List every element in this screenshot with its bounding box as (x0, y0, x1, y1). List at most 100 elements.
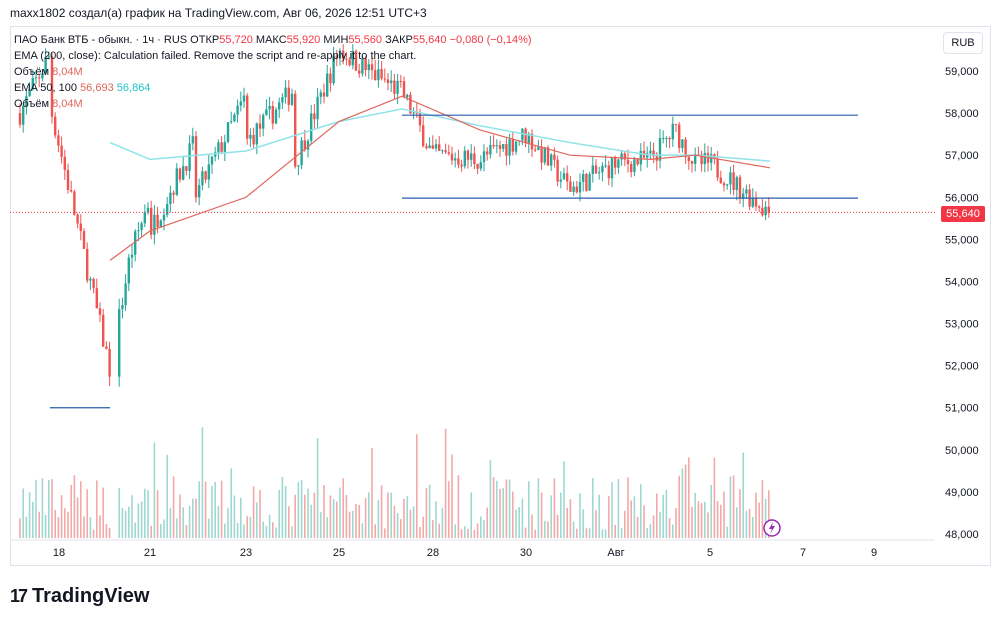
volume-bar (156, 490, 159, 538)
volume-bar (281, 476, 284, 538)
volume-bar (70, 484, 72, 538)
volume-row-2[interactable]: Объём 8,04M (14, 96, 532, 112)
volume-bar (716, 501, 719, 538)
candle-body (249, 134, 252, 139)
candle-body (697, 154, 700, 156)
volume-bar (457, 475, 460, 538)
volume-bar (102, 487, 104, 538)
volume-bar (355, 503, 357, 538)
volume-bar (608, 496, 610, 538)
candle-body (380, 69, 383, 79)
volume-bar (259, 490, 261, 538)
candle-body (450, 153, 454, 161)
volume-bar (182, 507, 184, 538)
price-chart[interactable]: 48,000 49,000 50,000 51,000 52,000 53,000 54,0… (10, 26, 991, 566)
volume-bar (483, 520, 485, 538)
candle-body (137, 230, 140, 232)
volume-bar (476, 523, 479, 538)
candle-body (204, 171, 207, 180)
volume-bar (185, 524, 188, 538)
candle-body (348, 59, 351, 66)
candle-body (66, 169, 70, 190)
volume-bar (752, 517, 754, 538)
volume-bar (284, 485, 287, 538)
ema100-line (109, 108, 771, 162)
candle-body (150, 207, 153, 235)
candle-body (604, 165, 607, 167)
volume-bar (86, 489, 88, 538)
candle-body (370, 64, 374, 71)
candle-body (489, 144, 492, 155)
candle-body (377, 69, 380, 81)
x-tick-label: 23 (240, 547, 252, 559)
volume-bar (438, 523, 440, 538)
candle-body (511, 139, 514, 152)
volume-label-1: Объём (14, 66, 50, 78)
tradingview-mark-icon: 17 (10, 586, 28, 606)
volume-bar (163, 519, 165, 538)
volume-bar (726, 526, 728, 538)
volume-bar (652, 515, 655, 538)
volume-bar (710, 485, 712, 538)
y-tick-label: 51,000 (945, 403, 979, 415)
volume-bar (614, 524, 616, 538)
volume-bar (352, 510, 354, 538)
currency-button[interactable]: RUB (943, 32, 983, 54)
candle-body (284, 87, 287, 98)
ema-row[interactable]: EMA 50, 100 56,693 56,864 (14, 80, 532, 96)
candle-body (495, 145, 498, 147)
volume-bar (745, 510, 748, 538)
ema50-line (109, 95, 771, 261)
candle-body (146, 207, 150, 213)
candle-body (201, 171, 204, 186)
candle-body (47, 56, 50, 58)
volume-bar (761, 480, 764, 538)
volume-bar (576, 528, 578, 538)
candle-body (444, 150, 447, 153)
volume-bar (195, 498, 197, 538)
candle-body (364, 58, 367, 71)
ema-label: EMA 50, 100 (14, 82, 77, 94)
x-tick-label: 21 (144, 547, 156, 559)
volume-bar (720, 504, 722, 538)
volume-bar (310, 504, 312, 538)
candle-body (82, 231, 86, 249)
candle-body (441, 150, 444, 152)
x-tick-label: 25 (333, 547, 345, 559)
ema200-row[interactable]: EMA (200, close): Calculation failed. Re… (14, 48, 532, 64)
volume-bar (38, 511, 40, 538)
volume-bar (409, 509, 412, 538)
tradingview-logo[interactable]: 17 TradingView (10, 585, 149, 608)
volume-bar (748, 508, 751, 538)
candle-body (719, 177, 722, 184)
volume-bar (675, 507, 677, 538)
candle-body (358, 70, 361, 74)
candle-body (633, 159, 636, 173)
candle-body (502, 144, 505, 149)
volume-bar (227, 508, 229, 538)
candle-body (473, 153, 476, 165)
volume-bar (137, 503, 140, 538)
volume-row-1[interactable]: Объём 8,04M (14, 64, 532, 80)
volume-bar (400, 519, 402, 538)
volume-bar (41, 478, 44, 538)
candle-body (38, 77, 41, 79)
volume-bar (694, 492, 696, 538)
volume-bar (176, 518, 178, 538)
candle-body (598, 172, 601, 174)
symbol-label[interactable]: ПАО Банк ВТБ - обыкн. · 1ч · RUS (14, 34, 188, 46)
volume-bar (236, 522, 239, 538)
candle-body (674, 123, 678, 125)
candle-body (716, 158, 719, 178)
candle-body (92, 278, 95, 289)
candle-body (300, 140, 303, 166)
candle-body (402, 81, 406, 98)
ohlc-row: ПАО Банк ВТБ - обыкн. · 1ч · RUS ОТКР55,… (14, 32, 532, 48)
candle-body (527, 133, 530, 143)
volume-bar (640, 484, 642, 538)
volume-bar (537, 478, 540, 538)
volume-bar (448, 481, 450, 538)
volume-bar (508, 479, 511, 538)
candle-body (639, 150, 642, 165)
candle-body (31, 78, 34, 90)
